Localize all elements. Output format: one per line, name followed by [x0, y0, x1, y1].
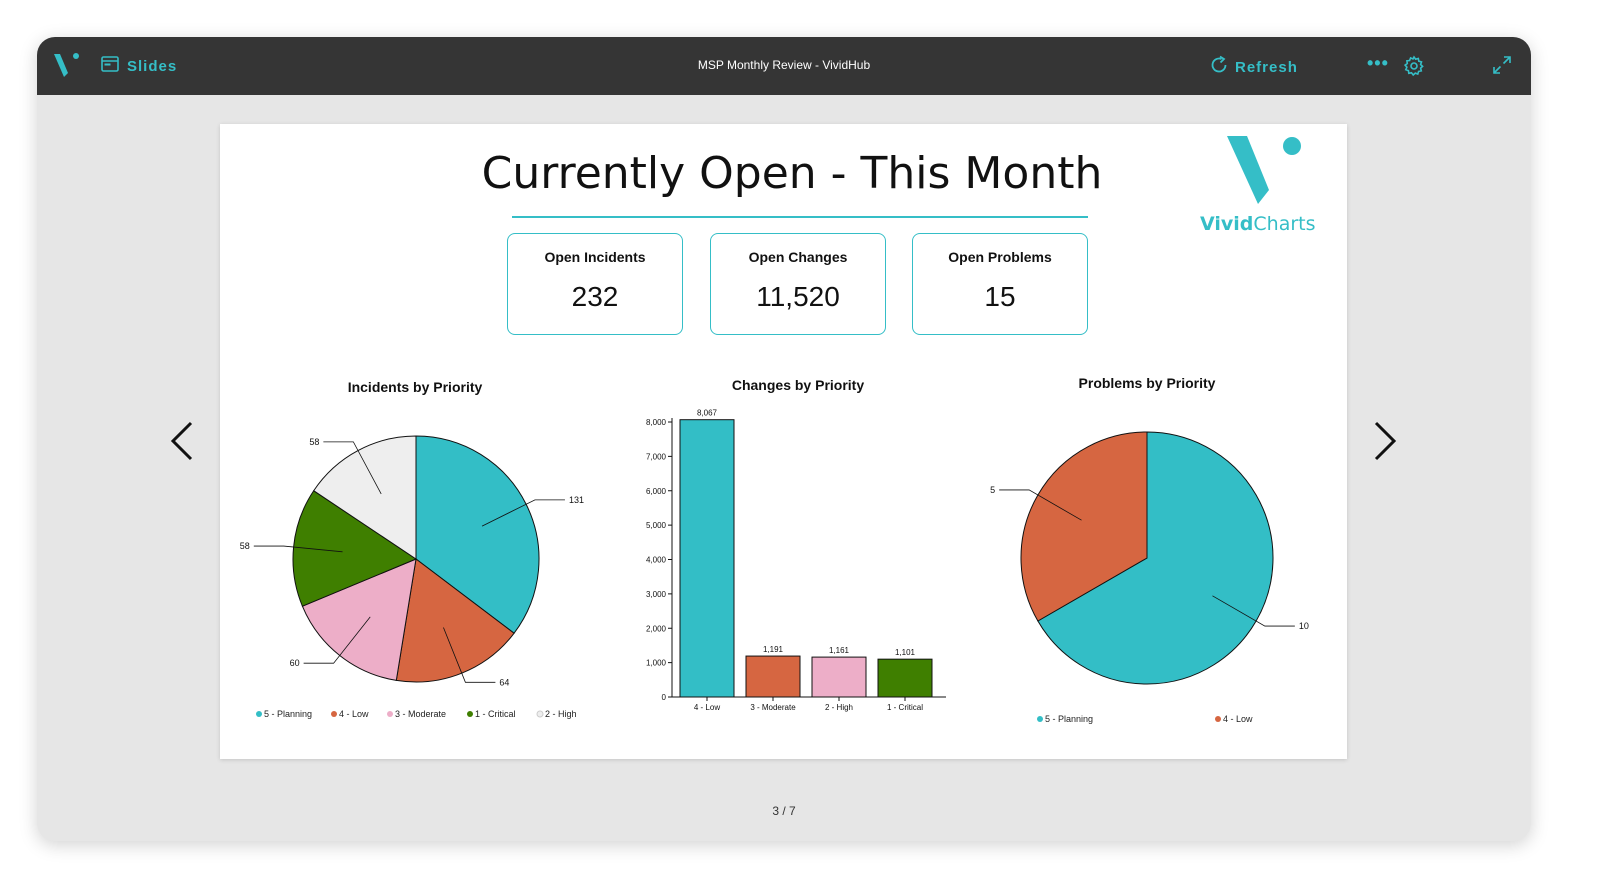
- pie-leader-line: [323, 441, 382, 495]
- pie-data-label: 10: [1299, 621, 1309, 631]
- expand-icon[interactable]: [1492, 55, 1512, 80]
- slides-icon: [101, 56, 119, 76]
- pie-data-label: 58: [240, 541, 250, 551]
- vividcharts-logo-icon: [1227, 136, 1301, 204]
- more-icon[interactable]: •••: [1367, 53, 1389, 73]
- kpi-open-problems: Open Problems 15: [912, 233, 1088, 335]
- pie-leader-line: [303, 616, 371, 664]
- bar[interactable]: [679, 419, 735, 698]
- pie-data-label: 64: [499, 677, 509, 687]
- pie-data-label: 58: [309, 437, 319, 447]
- legend-swatch: [331, 711, 337, 717]
- legend-label: 4 - Low: [1223, 714, 1253, 724]
- kpi-open-incidents: Open Incidents 232: [507, 233, 683, 335]
- y-tick-label: 6,000: [646, 487, 667, 496]
- pie-data-label: 5: [990, 485, 995, 495]
- page-counter: 3 / 7: [772, 804, 796, 818]
- pie-leader-line: [253, 545, 343, 553]
- brand-wordmark: VividCharts: [1200, 213, 1316, 235]
- y-tick-label: 3,000: [646, 590, 667, 599]
- y-tick-label: 2,000: [646, 624, 667, 633]
- pie-leader-line: [1212, 595, 1295, 627]
- title-underline: [512, 216, 1088, 218]
- legend-swatch: [467, 711, 473, 717]
- kpi-label: Open Incidents: [544, 249, 646, 265]
- window-title: MSP Monthly Review - VividHub: [697, 58, 871, 72]
- y-tick-label: 0: [662, 693, 667, 702]
- bar[interactable]: [877, 658, 933, 698]
- y-tick-label: 8,000: [646, 418, 667, 427]
- pie-data-label: 131: [569, 495, 584, 505]
- pie-data-label: 60: [290, 658, 300, 668]
- kpi-value: 11,520: [756, 281, 840, 312]
- bar-value-label: 1,101: [895, 648, 916, 657]
- pie-leader-line: [999, 489, 1082, 521]
- x-tick-label: 2 - High: [825, 703, 853, 712]
- incidents-pie-chart: 131 64 60 58 58 5 - Planning 4 - Low 3 - Modera…: [240, 435, 584, 719]
- bar-value-label: 8,067: [697, 409, 718, 418]
- y-tick-label: 4,000: [646, 556, 667, 565]
- x-tick-label: 4 - Low: [694, 703, 720, 712]
- pie-leader-line: [443, 627, 496, 683]
- legend-label: 4 - Low: [339, 709, 369, 719]
- kpi-open-changes: Open Changes 11,520: [710, 233, 886, 335]
- kpi-value: 15: [984, 281, 1016, 312]
- legend-swatch: [1037, 716, 1043, 722]
- vividcharts-logo: VividCharts: [1200, 134, 1316, 235]
- legend-label: 1 - Critical: [475, 709, 516, 719]
- bar-value-label: 1,191: [763, 645, 784, 654]
- refresh-label: Refresh: [1235, 58, 1298, 76]
- refresh-icon: [1209, 55, 1229, 79]
- slide-canvas: Currently Open - This Month VividCharts …: [220, 124, 1347, 759]
- chevron-right-icon[interactable]: [1370, 421, 1400, 466]
- y-tick-label: 5,000: [646, 521, 667, 530]
- legend-swatch: [536, 710, 544, 718]
- legend-label: 2 - High: [545, 709, 577, 719]
- legend-label: 3 - Moderate: [395, 709, 446, 719]
- kpi-value: 232: [571, 281, 619, 312]
- chart-title-incidents: Incidents by Priority: [347, 379, 483, 395]
- slides-button[interactable]: Slides: [101, 56, 177, 76]
- slide-title: Currently Open - This Month: [481, 148, 1103, 199]
- slides-label: Slides: [127, 57, 178, 75]
- chart-title-problems: Problems by Priority: [1078, 375, 1216, 391]
- legend-label: 5 - Planning: [1045, 714, 1093, 724]
- y-tick-label: 7,000: [646, 452, 667, 461]
- bar-value-label: 1,161: [829, 646, 850, 655]
- problems-pie-chart: 10 5 5 - Planning 4 - Low: [990, 431, 1309, 724]
- legend-swatch: [256, 711, 262, 717]
- legend-swatch: [387, 711, 393, 717]
- legend-swatch: [1215, 716, 1221, 722]
- pie-leader-line: [481, 499, 565, 527]
- chart-title-changes: Changes by Priority: [731, 377, 865, 393]
- refresh-button[interactable]: Refresh: [1209, 55, 1298, 79]
- changes-bar-chart: 0 1,000 2,000 3,000 4,000 5,000 6,000 7,000 8,00…: [646, 409, 946, 712]
- kpi-label: Open Problems: [948, 249, 1052, 265]
- kpi-label: Open Changes: [748, 249, 848, 265]
- app-window: Slides MSP Monthly Review - VividHub Ref…: [37, 37, 1531, 841]
- top-bar: Slides MSP Monthly Review - VividHub Ref…: [37, 37, 1531, 95]
- legend-label: 5 - Planning: [264, 709, 312, 719]
- x-tick-label: 3 - Moderate: [750, 703, 796, 712]
- vivid-logo-icon[interactable]: [51, 51, 81, 86]
- x-tick-label: 1 - Critical: [887, 703, 923, 712]
- chevron-left-icon[interactable]: [167, 421, 197, 466]
- y-tick-label: 1,000: [646, 659, 667, 668]
- bar[interactable]: [811, 656, 867, 698]
- gear-icon[interactable]: [1403, 55, 1425, 82]
- bar[interactable]: [745, 655, 801, 698]
